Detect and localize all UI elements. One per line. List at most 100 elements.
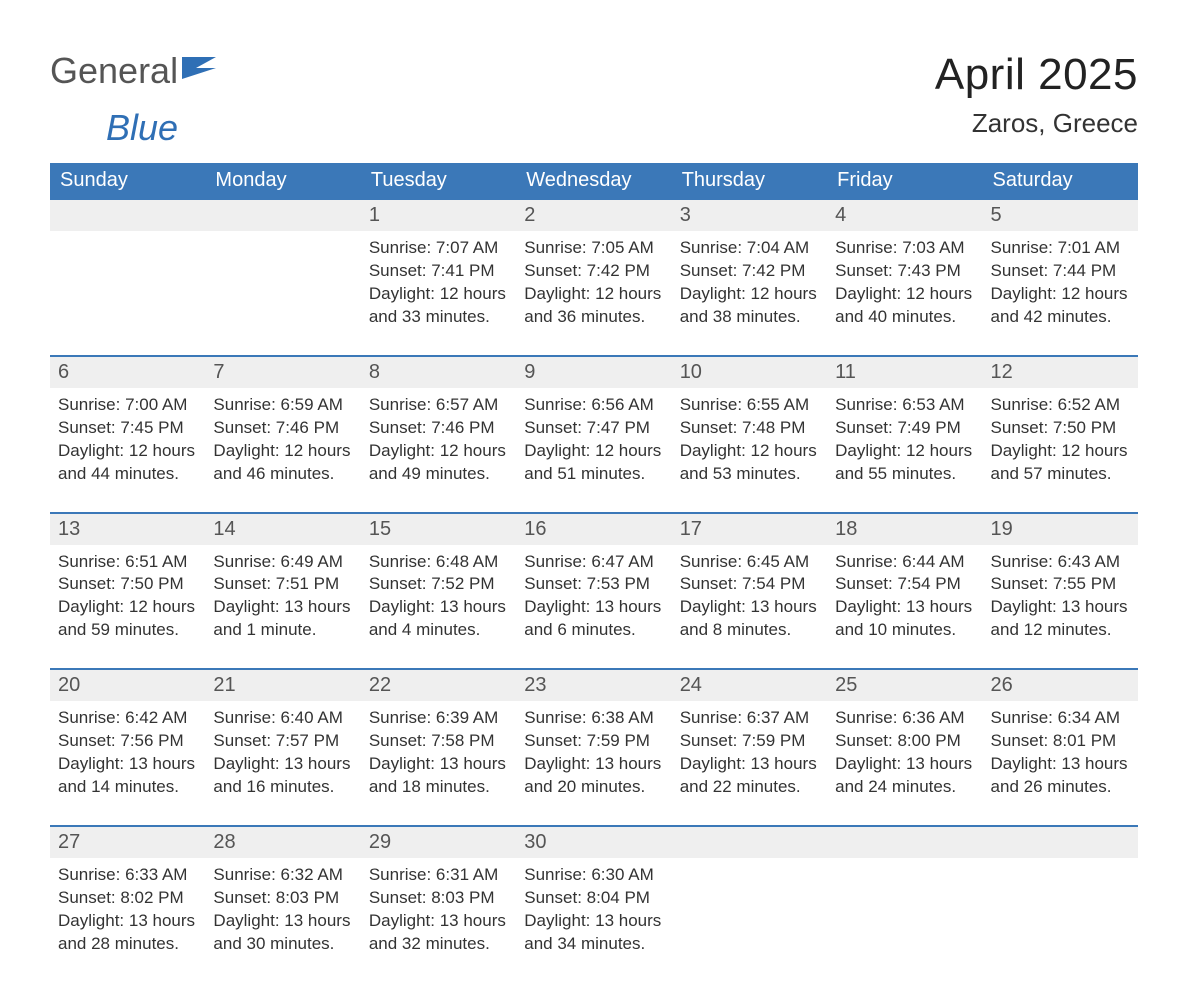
sunset-text: Sunset: 7:51 PM (213, 573, 352, 596)
sunset-text: Sunset: 7:54 PM (835, 573, 974, 596)
month-title: April 2025 (935, 50, 1138, 100)
sunset-text: Sunset: 8:01 PM (991, 730, 1130, 753)
day-content-cell: Sunrise: 6:38 AMSunset: 7:59 PMDaylight:… (516, 701, 671, 826)
sunrise-text: Sunrise: 7:04 AM (680, 237, 819, 260)
daylight-text: Daylight: 13 hours and 4 minutes. (369, 596, 508, 642)
day-number-cell: 10 (672, 356, 827, 388)
day-content-cell: Sunrise: 6:40 AMSunset: 7:57 PMDaylight:… (205, 701, 360, 826)
day-number: 20 (58, 674, 80, 696)
day-content-cell (50, 231, 205, 356)
day-number: 13 (58, 518, 80, 540)
sunset-text: Sunset: 7:54 PM (680, 573, 819, 596)
day-number: 25 (835, 674, 857, 696)
day-number: 27 (58, 831, 80, 853)
day-number: 22 (369, 674, 391, 696)
day-content-cell: Sunrise: 6:36 AMSunset: 8:00 PMDaylight:… (827, 701, 982, 826)
day-content-cell: Sunrise: 6:30 AMSunset: 8:04 PMDaylight:… (516, 858, 671, 982)
sunset-text: Sunset: 7:50 PM (58, 573, 197, 596)
sunset-text: Sunset: 7:42 PM (524, 260, 663, 283)
day-content-cell: Sunrise: 6:48 AMSunset: 7:52 PMDaylight:… (361, 545, 516, 670)
day-number: 5 (991, 204, 1002, 226)
day-number-cell: 6 (50, 356, 205, 388)
day-content-cell: Sunrise: 7:00 AMSunset: 7:45 PMDaylight:… (50, 388, 205, 513)
day-header: Friday (827, 163, 982, 199)
day-number: 4 (835, 204, 846, 226)
sunrise-text: Sunrise: 7:07 AM (369, 237, 508, 260)
day-number-cell: 13 (50, 513, 205, 545)
sunrise-text: Sunrise: 6:42 AM (58, 707, 197, 730)
week-daynum-row: 12345 (50, 199, 1138, 231)
day-number-cell: 5 (983, 199, 1138, 231)
daylight-text: Daylight: 13 hours and 34 minutes. (524, 910, 663, 956)
week-daynum-row: 27282930 (50, 826, 1138, 858)
day-number-cell: 7 (205, 356, 360, 388)
day-number-cell: 1 (361, 199, 516, 231)
day-number-cell: 23 (516, 669, 671, 701)
daylight-text: Daylight: 12 hours and 36 minutes. (524, 283, 663, 329)
day-content-cell: Sunrise: 7:04 AMSunset: 7:42 PMDaylight:… (672, 231, 827, 356)
sunset-text: Sunset: 7:46 PM (369, 417, 508, 440)
sunset-text: Sunset: 7:50 PM (991, 417, 1130, 440)
day-content-cell: Sunrise: 6:47 AMSunset: 7:53 PMDaylight:… (516, 545, 671, 670)
day-number: 11 (835, 361, 856, 383)
day-number: 21 (213, 674, 235, 696)
sunrise-text: Sunrise: 6:37 AM (680, 707, 819, 730)
sunset-text: Sunset: 7:58 PM (369, 730, 508, 753)
sunrise-text: Sunrise: 6:38 AM (524, 707, 663, 730)
day-content-cell (672, 858, 827, 982)
day-number-cell: 17 (672, 513, 827, 545)
sunrise-text: Sunrise: 6:53 AM (835, 394, 974, 417)
day-number-cell: 9 (516, 356, 671, 388)
day-number-cell: 14 (205, 513, 360, 545)
day-header: Wednesday (516, 163, 671, 199)
day-number: 30 (524, 831, 546, 853)
week-content-row: Sunrise: 6:51 AMSunset: 7:50 PMDaylight:… (50, 545, 1138, 670)
sunset-text: Sunset: 7:57 PM (213, 730, 352, 753)
day-content-cell: Sunrise: 6:34 AMSunset: 8:01 PMDaylight:… (983, 701, 1138, 826)
day-number-cell: 27 (50, 826, 205, 858)
daylight-text: Daylight: 13 hours and 22 minutes. (680, 753, 819, 799)
day-number-cell: 25 (827, 669, 982, 701)
day-content-cell (827, 858, 982, 982)
title-block: April 2025 Zaros, Greece (935, 50, 1138, 139)
week-daynum-row: 20212223242526 (50, 669, 1138, 701)
sunrise-text: Sunrise: 6:52 AM (991, 394, 1130, 417)
day-header: Sunday (50, 163, 205, 199)
day-content-cell: Sunrise: 6:45 AMSunset: 7:54 PMDaylight:… (672, 545, 827, 670)
calendar-body: 12345Sunrise: 7:07 AMSunset: 7:41 PMDayl… (50, 199, 1138, 982)
day-number-cell: 30 (516, 826, 671, 858)
sunset-text: Sunset: 7:41 PM (369, 260, 508, 283)
day-number-cell (672, 826, 827, 858)
day-number-cell: 22 (361, 669, 516, 701)
day-number-cell: 18 (827, 513, 982, 545)
day-number: 18 (835, 518, 857, 540)
day-content-cell (983, 858, 1138, 982)
day-number: 9 (524, 361, 535, 383)
day-number: 17 (680, 518, 702, 540)
daylight-text: Daylight: 12 hours and 33 minutes. (369, 283, 508, 329)
daylight-text: Daylight: 13 hours and 20 minutes. (524, 753, 663, 799)
daylight-text: Daylight: 12 hours and 59 minutes. (58, 596, 197, 642)
sunset-text: Sunset: 7:45 PM (58, 417, 197, 440)
logo-text-blue: Blue (106, 107, 178, 149)
daylight-text: Daylight: 12 hours and 42 minutes. (991, 283, 1130, 329)
daylight-text: Daylight: 12 hours and 57 minutes. (991, 440, 1130, 486)
day-content-cell: Sunrise: 6:53 AMSunset: 7:49 PMDaylight:… (827, 388, 982, 513)
sunrise-text: Sunrise: 6:33 AM (58, 864, 197, 887)
day-content-cell: Sunrise: 6:49 AMSunset: 7:51 PMDaylight:… (205, 545, 360, 670)
daylight-text: Daylight: 13 hours and 30 minutes. (213, 910, 352, 956)
day-content-cell: Sunrise: 6:31 AMSunset: 8:03 PMDaylight:… (361, 858, 516, 982)
sunrise-text: Sunrise: 6:59 AM (213, 394, 352, 417)
day-content-cell: Sunrise: 6:57 AMSunset: 7:46 PMDaylight:… (361, 388, 516, 513)
day-number: 3 (680, 204, 691, 226)
daylight-text: Daylight: 12 hours and 44 minutes. (58, 440, 197, 486)
daylight-text: Daylight: 13 hours and 1 minute. (213, 596, 352, 642)
logo-text-general: General (50, 50, 178, 92)
sunset-text: Sunset: 7:59 PM (524, 730, 663, 753)
daylight-text: Daylight: 13 hours and 24 minutes. (835, 753, 974, 799)
sunrise-text: Sunrise: 7:05 AM (524, 237, 663, 260)
day-number-cell: 12 (983, 356, 1138, 388)
daylight-text: Daylight: 13 hours and 14 minutes. (58, 753, 197, 799)
day-content-cell: Sunrise: 6:37 AMSunset: 7:59 PMDaylight:… (672, 701, 827, 826)
daylight-text: Daylight: 13 hours and 12 minutes. (991, 596, 1130, 642)
